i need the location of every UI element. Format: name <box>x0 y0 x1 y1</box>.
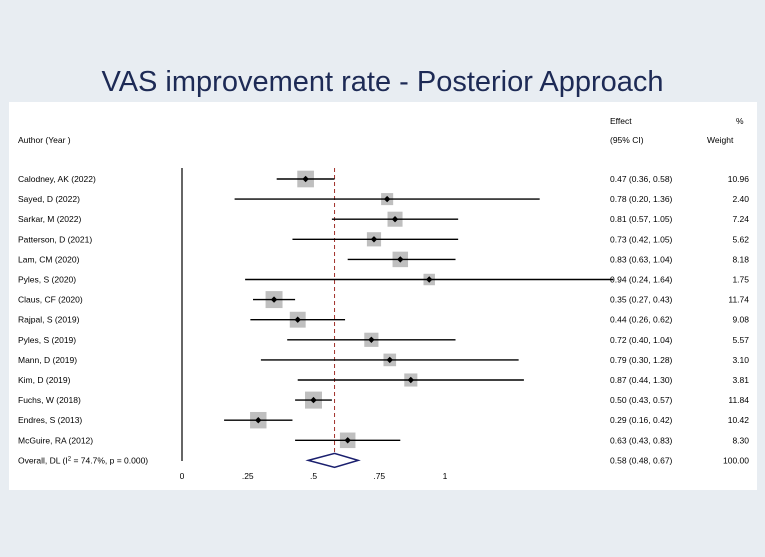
study-label: Claus, CF (2020) <box>18 295 83 305</box>
study-point <box>270 296 278 303</box>
x-tick-label: .75 <box>373 471 385 481</box>
study-label: Sarkar, M (2022) <box>18 214 81 224</box>
study-weight: 10.96 <box>728 174 750 184</box>
study-effect-ci: 0.44 (0.26, 0.62) <box>610 315 673 325</box>
study-point <box>368 336 375 343</box>
study-point <box>426 276 433 283</box>
study-effect-ci: 0.78 (0.20, 1.36) <box>610 194 673 204</box>
study-label: Calodney, AK (2022) <box>18 174 96 184</box>
study-point <box>391 216 399 223</box>
study-label: Kim, D (2019) <box>18 375 71 385</box>
study-effect-ci: 0.35 (0.27, 0.43) <box>610 295 673 305</box>
x-tick-label: .25 <box>242 471 254 481</box>
study-effect-ci: 0.63 (0.43, 0.83) <box>610 435 673 445</box>
study-label: Pyles, S (2019) <box>18 335 76 345</box>
header-effect: Effect <box>610 116 632 126</box>
study-weight: 3.10 <box>732 355 749 365</box>
header-weight: Weight <box>707 135 734 145</box>
study-label: Pyles, S (2020) <box>18 275 76 285</box>
study-effect-ci: 0.73 (0.42, 1.05) <box>610 234 673 244</box>
x-tick-label: 1 <box>443 471 448 481</box>
study-label: Rajpal, S (2019) <box>18 315 80 325</box>
study-weight: 7.24 <box>732 214 749 224</box>
study-effect-ci: 0.83 (0.63, 1.04) <box>610 254 673 264</box>
study-effect-ci: 0.29 (0.16, 0.42) <box>610 415 673 425</box>
study-weight: 5.62 <box>732 234 749 244</box>
overall-effect-ci: 0.58 (0.48, 0.67) <box>610 455 673 465</box>
chart-title: VAS improvement rate - Posterior Approac… <box>101 66 664 98</box>
study-weight: 11.84 <box>728 395 749 405</box>
study-point <box>344 437 351 444</box>
study-effect-ci: 0.87 (0.44, 1.30) <box>610 375 673 385</box>
study-label: McGuire, RA (2012) <box>18 435 93 445</box>
forest-plot-svg: Author (Year ) Effect (95% CI)%Weight Calod… <box>18 116 750 481</box>
study-effect-ci: 0.79 (0.30, 1.28) <box>610 355 673 365</box>
study-label: Patterson, D (2021) <box>18 234 92 244</box>
study-point <box>370 236 378 243</box>
study-point <box>407 376 415 384</box>
study-weight: 8.18 <box>732 254 749 264</box>
study-weight: 1.75 <box>732 275 749 285</box>
study-weight: 8.30 <box>732 435 749 445</box>
study-point <box>386 356 393 364</box>
study-effect-ci: 0.94 (0.24, 1.64) <box>610 275 673 285</box>
study-weight: 5.57 <box>732 335 749 345</box>
study-point <box>397 256 404 263</box>
study-effect-ci: 0.72 (0.40, 1.04) <box>610 335 673 345</box>
overall-label: Overall, DL (I2 = 74.7%, p = 0.000) <box>18 455 148 465</box>
study-weight: 10.42 <box>728 415 750 425</box>
header-author: Author (Year ) <box>18 135 71 145</box>
study-label: Lam, CM (2020) <box>18 254 80 264</box>
study-effect-ci: 0.47 (0.36, 0.58) <box>610 174 673 184</box>
study-point <box>310 396 317 404</box>
study-point <box>255 417 262 424</box>
header-weight-pct: % <box>736 116 744 126</box>
study-weight: 11.74 <box>728 295 749 305</box>
study-effect-ci: 0.50 (0.43, 0.57) <box>610 395 673 405</box>
x-tick-label: .5 <box>310 471 317 481</box>
study-label: Fuchs, W (2018) <box>18 395 81 405</box>
study-weight: 2.40 <box>732 194 749 204</box>
study-weight: 9.08 <box>732 315 749 325</box>
header-ci: (95% CI) <box>610 135 644 145</box>
study-effect-ci: 0.81 (0.57, 1.05) <box>610 214 673 224</box>
study-label: Endres, S (2013) <box>18 415 82 425</box>
study-point <box>383 195 391 203</box>
x-tick-label: 0 <box>180 471 185 481</box>
study-weight: 3.81 <box>732 375 749 385</box>
overall-diamond <box>305 452 361 469</box>
plot-panel: Author (Year ) Effect (95% CI)% Weight Calod… <box>9 102 757 490</box>
study-point <box>294 316 301 323</box>
study-label: Mann, D (2019) <box>18 355 77 365</box>
study-label: Sayed, D (2022) <box>18 194 80 204</box>
overall-weight: 100.00 <box>723 455 749 465</box>
